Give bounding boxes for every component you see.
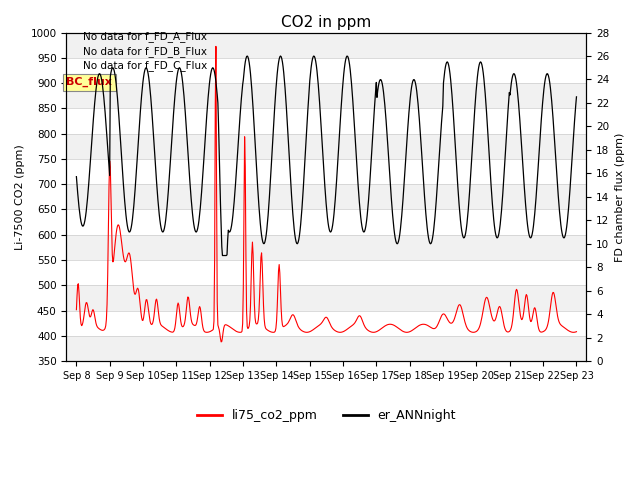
Legend: li75_co2_ppm, er_ANNnight: li75_co2_ppm, er_ANNnight <box>192 404 461 427</box>
Y-axis label: Li-7500 CO2 (ppm): Li-7500 CO2 (ppm) <box>15 144 25 250</box>
Text: No data for f_FD_B_Flux: No data for f_FD_B_Flux <box>83 46 207 57</box>
Bar <box>67 235 586 260</box>
Text: No data for f_FD_C_Flux: No data for f_FD_C_Flux <box>83 60 207 71</box>
Bar <box>67 336 586 361</box>
Y-axis label: FD chamber flux (ppm): FD chamber flux (ppm) <box>615 132 625 262</box>
Title: CO2 in ppm: CO2 in ppm <box>282 15 372 30</box>
Bar <box>67 133 586 159</box>
Text: BC_flux: BC_flux <box>67 77 112 87</box>
Bar <box>67 285 586 311</box>
Bar <box>67 33 586 58</box>
Bar <box>67 83 586 108</box>
Bar <box>67 184 586 209</box>
Text: No data for f_FD_A_Flux: No data for f_FD_A_Flux <box>83 31 207 42</box>
